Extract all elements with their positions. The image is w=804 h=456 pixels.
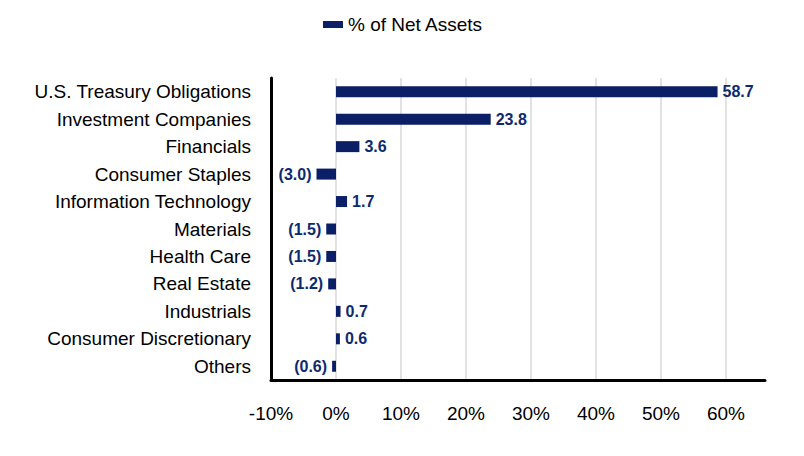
svg-text:-10%: -10% — [249, 403, 293, 424]
svg-text:(1.5): (1.5) — [288, 221, 321, 238]
svg-text:Information Technology: Information Technology — [55, 191, 252, 212]
svg-text:10%: 10% — [382, 403, 420, 424]
svg-text:0.7: 0.7 — [346, 303, 368, 320]
svg-text:(0.6): (0.6) — [294, 358, 327, 375]
svg-text:(3.0): (3.0) — [279, 166, 312, 183]
svg-text:(1.5): (1.5) — [288, 248, 321, 265]
svg-text:Financials: Financials — [165, 136, 251, 157]
svg-text:3.6: 3.6 — [364, 138, 386, 155]
svg-text:Others: Others — [194, 356, 251, 377]
svg-text:% of Net Assets: % of Net Assets — [348, 14, 482, 35]
svg-text:(1.2): (1.2) — [290, 275, 323, 292]
svg-text:23.8: 23.8 — [496, 111, 527, 128]
svg-text:30%: 30% — [512, 403, 550, 424]
svg-text:Investment Companies: Investment Companies — [57, 109, 251, 130]
svg-text:60%: 60% — [707, 403, 745, 424]
svg-text:U.S. Treasury Obligations: U.S. Treasury Obligations — [35, 81, 251, 102]
svg-text:50%: 50% — [642, 403, 680, 424]
svg-text:0%: 0% — [322, 403, 350, 424]
svg-text:0.6: 0.6 — [345, 330, 367, 347]
svg-text:Materials: Materials — [174, 219, 251, 240]
svg-text:Health Care: Health Care — [150, 246, 251, 267]
svg-text:58.7: 58.7 — [723, 83, 754, 100]
svg-text:Consumer Discretionary: Consumer Discretionary — [47, 328, 251, 349]
svg-text:20%: 20% — [447, 403, 485, 424]
svg-text:Consumer Staples: Consumer Staples — [95, 164, 251, 185]
svg-text:1.7: 1.7 — [352, 193, 374, 210]
svg-text:Real Estate: Real Estate — [153, 273, 251, 294]
svg-text:Industrials: Industrials — [164, 301, 251, 322]
svg-text:40%: 40% — [577, 403, 615, 424]
